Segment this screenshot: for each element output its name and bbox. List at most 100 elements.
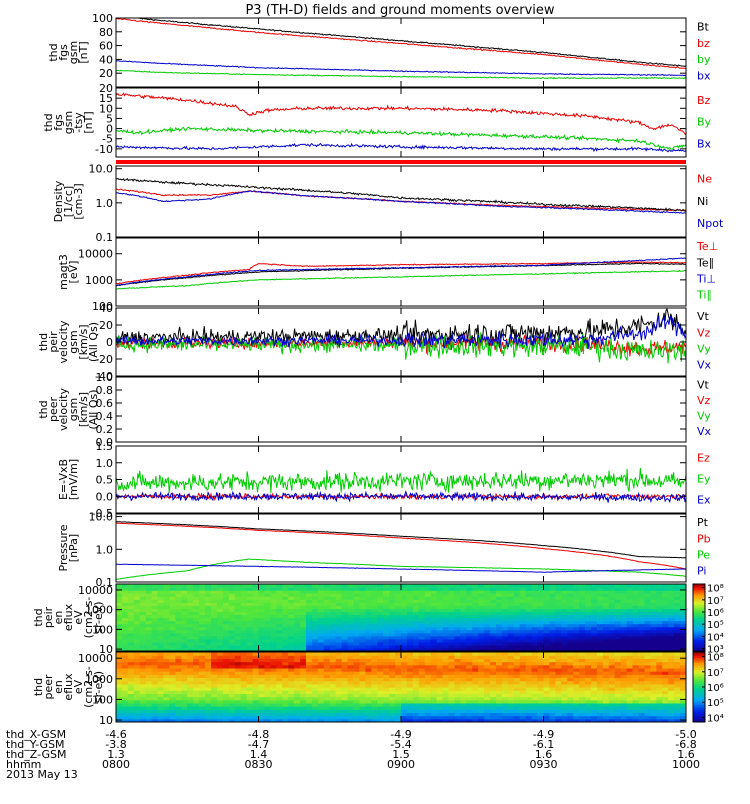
spectrogram-cell <box>466 632 473 637</box>
spectrogram-cell <box>650 715 657 720</box>
spectrogram-cell <box>288 605 295 609</box>
spectrogram-cell <box>472 644 479 649</box>
spectrogram-cell <box>216 677 224 682</box>
spectrogram-cell <box>258 661 266 666</box>
spectrogram-cell <box>561 667 568 672</box>
spectrogram-cell <box>270 687 277 691</box>
spectrogram-cell <box>163 680 171 685</box>
spectrogram-cell <box>460 596 467 600</box>
spectrogram-cell <box>626 677 634 682</box>
spectrogram-cell <box>116 715 123 720</box>
spectrogram-cell <box>484 652 491 656</box>
spectrogram-cell <box>650 658 657 663</box>
spectrogram-cell <box>335 644 343 649</box>
spectrogram-cell <box>680 655 686 659</box>
spectrogram-cell <box>496 620 503 625</box>
spectrogram-cell <box>537 674 545 679</box>
spectrogram-cell <box>181 658 188 663</box>
spectrogram-cell <box>329 690 337 694</box>
spectrogram-cell <box>270 655 277 659</box>
spectrogram-cell <box>329 599 337 603</box>
spectrogram-cell <box>121 667 129 672</box>
spectrogram-cell <box>157 677 165 682</box>
spectrogram-cell <box>662 617 669 622</box>
spectrogram-cell <box>317 712 325 717</box>
spectrogram-cell <box>127 718 135 722</box>
y-axis-label: gsm <box>67 398 80 421</box>
spectrogram-cell <box>383 693 390 698</box>
spectrogram-cell <box>620 617 628 622</box>
spectrogram-cell <box>608 706 616 710</box>
spectrogram-cell <box>211 623 218 628</box>
spectrogram-cell <box>145 664 153 669</box>
spectrogram-cell <box>591 664 598 669</box>
spectrogram-cell <box>543 658 551 663</box>
spectrogram-cell <box>591 655 598 659</box>
spectrogram-cell <box>359 702 366 707</box>
spectrogram-cell <box>442 680 450 685</box>
spectrogram-cell <box>359 655 366 659</box>
spectrogram-cell <box>472 629 479 634</box>
spectrogram-cell <box>507 652 515 656</box>
spectrogram-cell <box>608 590 616 594</box>
spectrogram-cell <box>216 644 224 649</box>
spectrogram-cell <box>145 641 153 646</box>
spectrogram-cell <box>240 706 248 710</box>
y-tick-label: 15 <box>99 92 113 105</box>
spectrogram-cell <box>329 617 337 622</box>
spectrogram-cell <box>561 709 568 714</box>
spectrogram-cell <box>329 718 337 722</box>
y-tick-label: 80 <box>99 26 113 39</box>
spectrogram-cell <box>454 614 461 619</box>
colorbar-tick-label: 10⁴ <box>707 713 724 724</box>
spectrogram-cell <box>127 641 135 646</box>
spectrogram-cell <box>484 632 491 637</box>
spectrogram-cell <box>638 599 646 603</box>
spectrogram-cell <box>638 706 646 710</box>
spectrogram-cell <box>585 641 592 646</box>
spectrogram-cell <box>294 629 301 634</box>
spectrogram-cell <box>258 629 266 634</box>
colorbar-segment <box>693 702 705 705</box>
spectrogram-cell <box>181 644 188 649</box>
spectrogram-cell <box>549 599 556 603</box>
spectrogram-cell <box>401 614 408 619</box>
spectrogram-cell <box>418 644 426 649</box>
spectrogram-cell <box>596 623 604 628</box>
spectrogram-cell <box>620 647 628 651</box>
spectrogram-cell <box>157 674 165 679</box>
spectrogram-cell <box>424 587 432 591</box>
spectrogram-cell <box>507 617 515 622</box>
spectrogram-cell <box>240 702 248 707</box>
spectrogram-cell <box>323 617 331 622</box>
spectrogram-cell <box>359 608 366 613</box>
spectrogram-cell <box>365 584 372 588</box>
spectrogram-cell <box>383 620 390 625</box>
spectrogram-cell <box>418 647 426 651</box>
spectrogram-cell <box>246 658 254 663</box>
colorbar-tick-label: 10⁸ <box>707 584 724 595</box>
spectrogram-cell <box>460 652 467 656</box>
spectrogram-cell <box>555 611 562 616</box>
spectrogram-cell <box>127 647 135 651</box>
spectrogram-cell <box>199 671 206 675</box>
spectrogram-cell <box>175 677 182 682</box>
spectrogram-cell <box>644 696 651 701</box>
spectrogram-cell <box>656 617 663 622</box>
spectrogram-cell <box>519 626 527 631</box>
spectrogram-cell <box>626 608 634 613</box>
spectrogram-cell <box>252 638 260 643</box>
spectrogram-cell <box>121 718 129 722</box>
spectrogram-cell <box>472 664 479 669</box>
spectrogram-cell <box>228 647 236 651</box>
spectrogram-cell <box>430 702 438 707</box>
spectrogram-cell <box>478 602 485 606</box>
spectrogram-cell <box>490 617 497 622</box>
spectrogram-cell <box>234 667 242 672</box>
spectrogram-cell <box>460 693 467 698</box>
spectrogram-cell <box>442 596 450 600</box>
spectrogram-cell <box>579 709 586 714</box>
spectrogram-cell <box>258 715 266 720</box>
spectrogram-cell <box>329 611 337 616</box>
spectrogram-cell <box>306 596 313 600</box>
